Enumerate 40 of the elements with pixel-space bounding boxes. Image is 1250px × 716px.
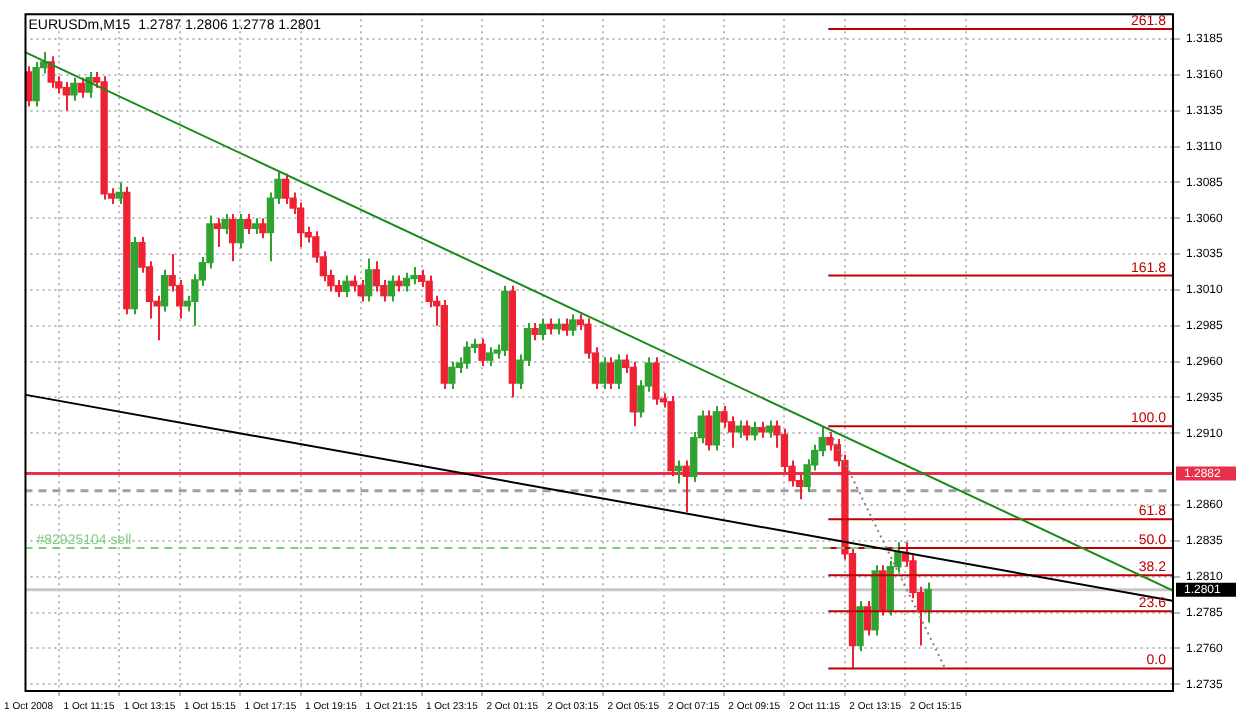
candlestick [402,271,411,293]
candlestick [886,559,894,617]
candlestick [213,217,222,248]
candlestick [259,217,267,240]
candlestick [115,181,123,205]
candlestick [244,212,252,236]
candlestick [221,212,229,236]
candlestick [342,274,350,299]
candlestick [448,360,456,390]
candlestick [62,81,70,112]
candlestick [705,409,713,452]
candlestick [629,360,637,428]
candlestick [614,353,622,390]
candlestick [372,260,380,293]
candlestick [70,76,78,102]
candlestick [77,76,86,99]
candlestick [538,317,547,342]
candlestick [682,459,690,514]
candlestick [387,274,396,303]
candlestick [924,581,932,624]
candlestick [780,428,789,474]
candlestick [712,405,721,452]
candlestick [856,600,864,653]
candlestick [652,356,660,406]
candlestick [750,420,758,442]
candlestick [720,405,728,429]
candlestick [606,356,615,390]
candlestick [463,340,471,370]
candlestick [485,346,494,367]
candlestick [357,278,365,303]
candlestick [281,172,290,205]
candlestick [569,313,577,337]
candlestick [160,268,169,313]
candlestick [32,60,40,108]
candlestick [478,337,486,367]
candlestick [228,212,237,263]
candlestick [365,257,373,303]
candlestick [879,564,887,617]
candlestick [236,212,244,250]
candlestick [599,356,607,390]
